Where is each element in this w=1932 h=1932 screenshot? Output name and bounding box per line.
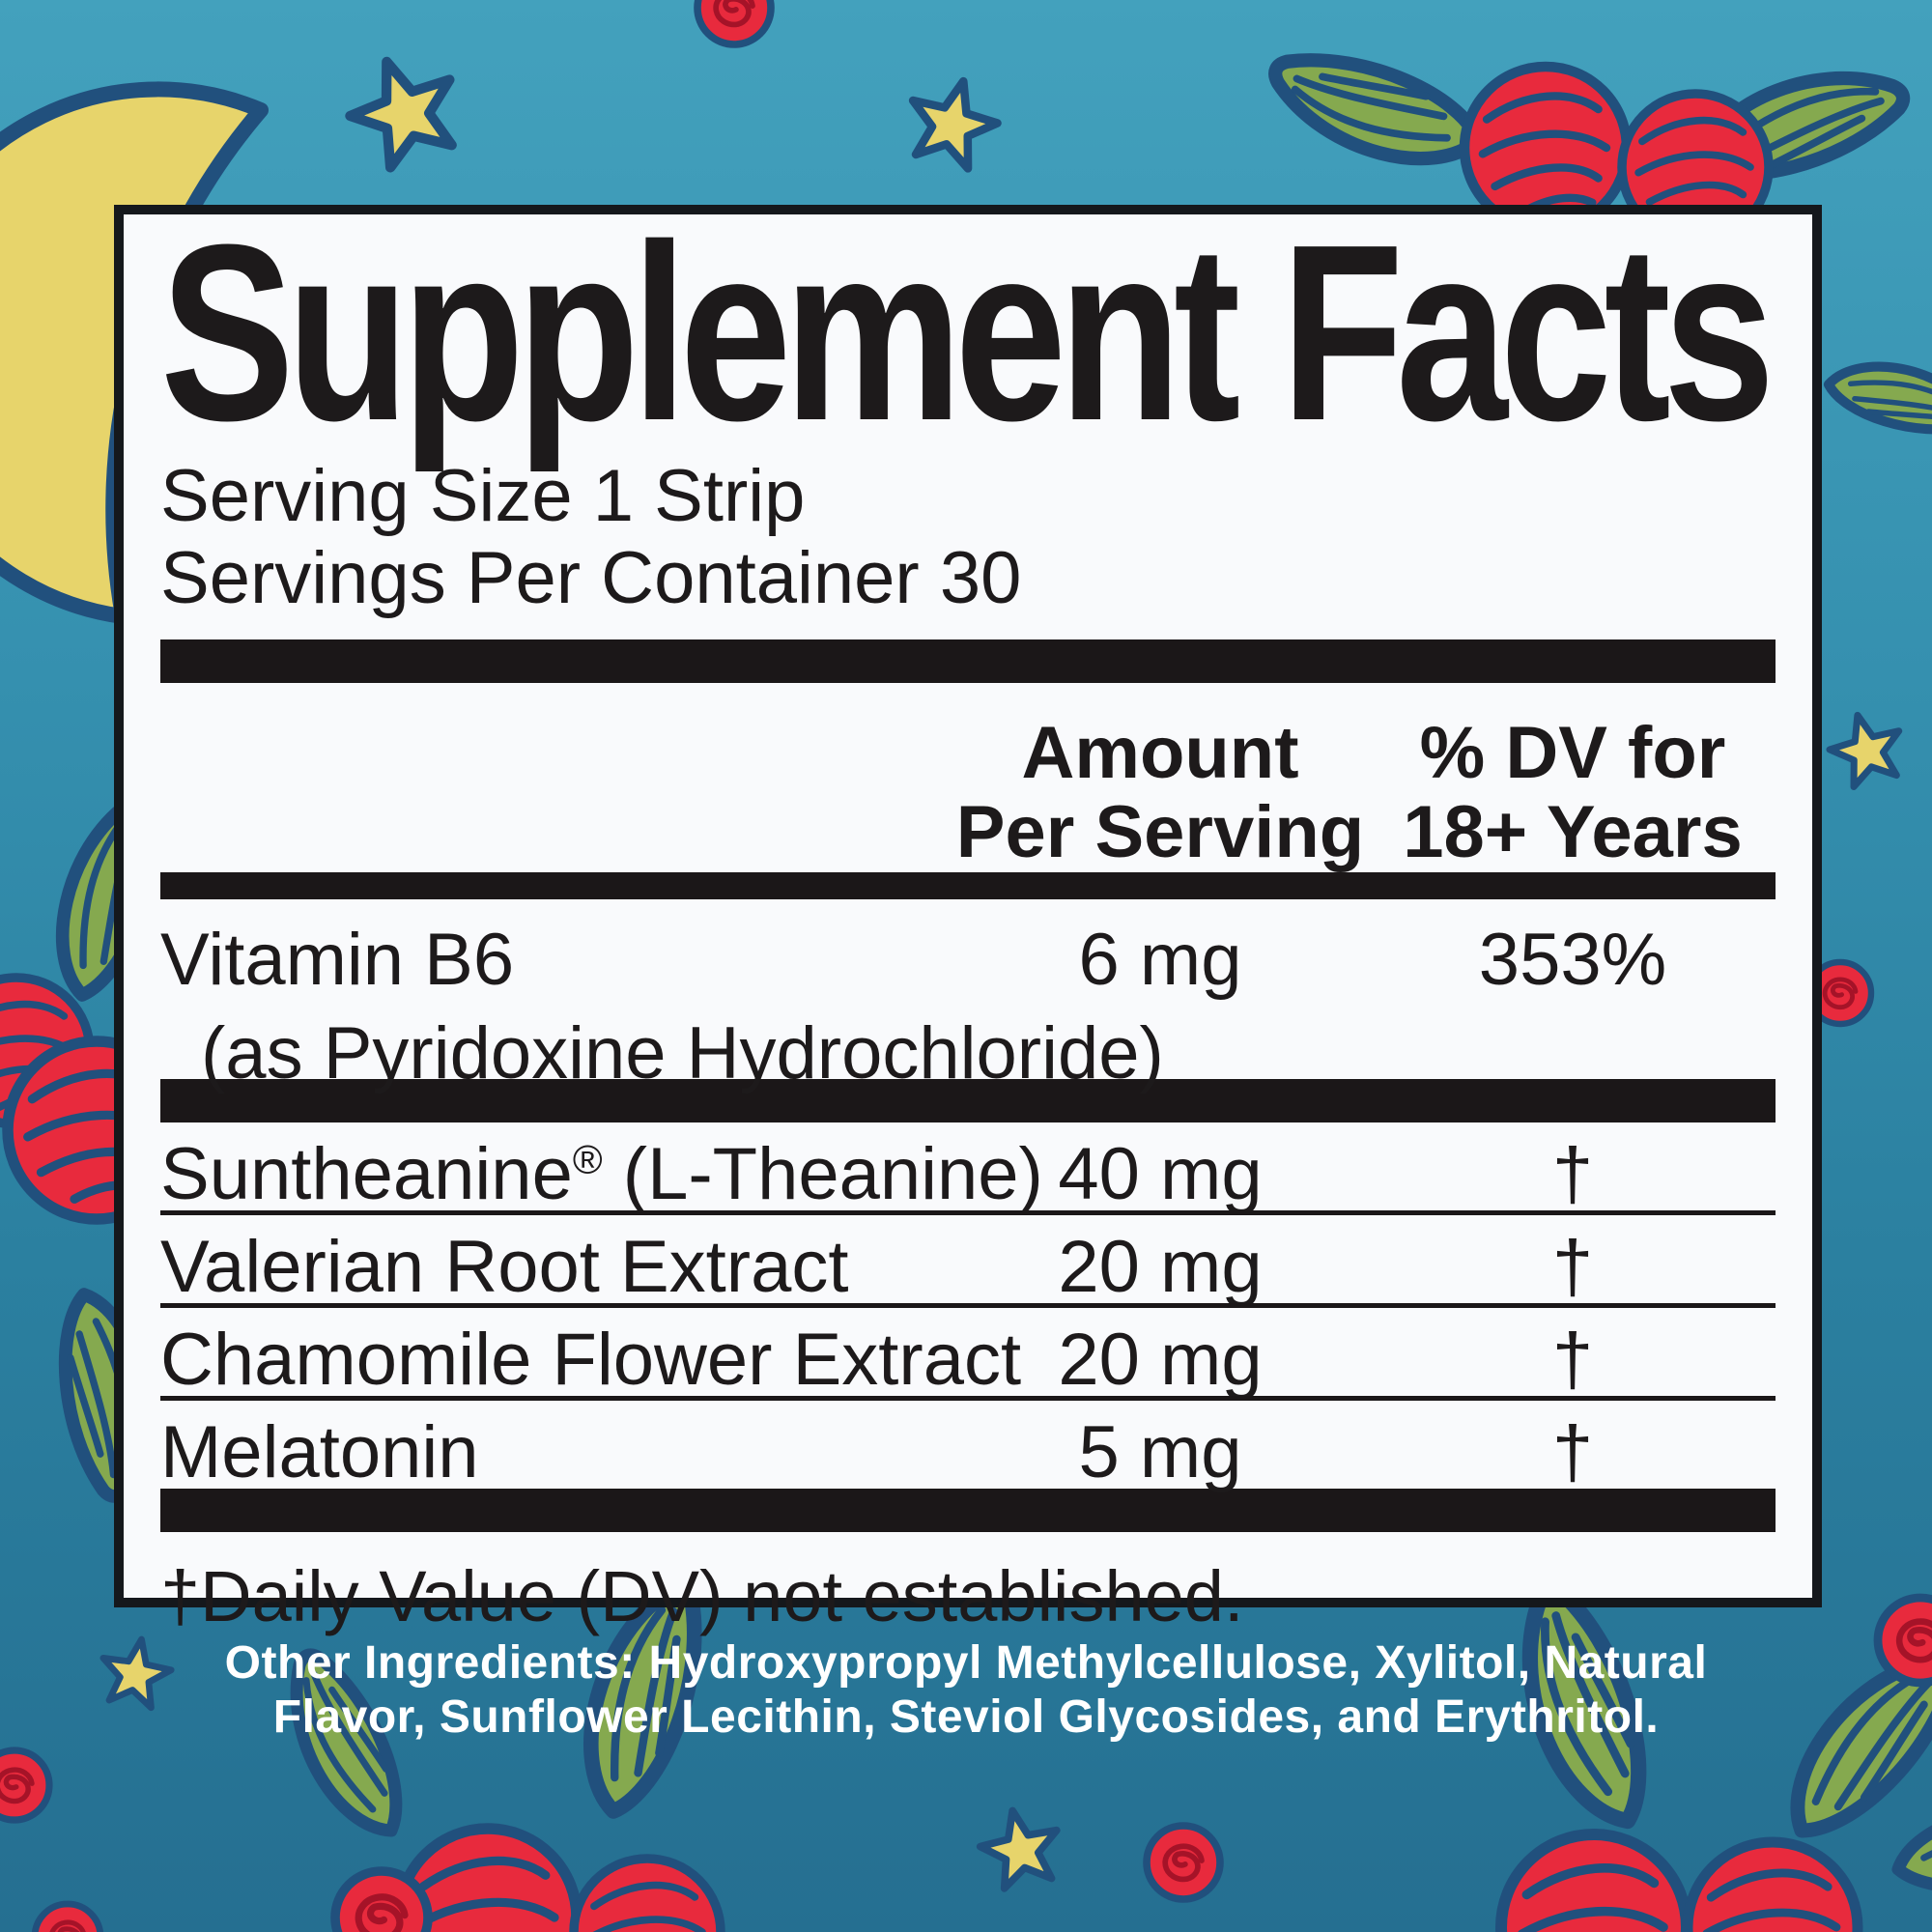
ingredient-amount: 6 mg [1078, 919, 1242, 1002]
star-icon [337, 43, 470, 174]
other-ingredients-line2: Flavor, Sunflower Lecithin, Steviol Glyc… [272, 1691, 1660, 1743]
serving-info: Serving Size 1 Strip Servings Per Contai… [160, 455, 1776, 619]
dv-footnote: †Daily Value (DV) not established. [160, 1556, 1244, 1637]
ingredient-amount: 20 mg [1058, 1226, 1263, 1309]
ingredient-name: Suntheanine® (L-Theanine) [160, 1133, 1043, 1216]
ingredient-amount: 20 mg [1058, 1319, 1263, 1402]
divider-bar [160, 872, 1776, 900]
table-row: Suntheanine® (L-Theanine) 40 mg † [160, 1122, 1776, 1215]
rose-icon [1147, 1826, 1220, 1899]
ingredient-amount: 40 mg [1058, 1133, 1263, 1216]
column-header-amount: Amount Per Serving [955, 712, 1365, 874]
ingredient-amount: 5 mg [1078, 1411, 1242, 1494]
other-ingredients: Other Ingredients: Hydroxypropyl Methylc… [97, 1636, 1835, 1745]
ingredient-dv: † [1551, 1411, 1594, 1494]
star-icon [899, 70, 1006, 172]
ingredient-dv: † [1551, 1226, 1594, 1309]
divider-bar [160, 1079, 1776, 1123]
ingredient-dv: 353% [1478, 919, 1667, 1002]
star-icon [975, 1803, 1066, 1891]
registered-mark: ® [572, 1136, 603, 1182]
rose-icon [35, 1904, 100, 1932]
ingredient-name: Chamomile Flower Extract [160, 1319, 1022, 1402]
panel-title: Supplement Facts [160, 193, 1775, 473]
ingredient-name: Valerian Root Extract [160, 1226, 849, 1309]
leaf-icon [1823, 353, 1932, 443]
star-icon [1823, 706, 1910, 790]
table-header-row: Amount Per Serving % DV for 18+ Years [160, 683, 1776, 872]
ingredient-rows: Suntheanine® (L-Theanine) 40 mg † Valeri… [160, 1122, 1776, 1493]
table-row: Valerian Root Extract 20 mg † [160, 1210, 1776, 1308]
serving-size: Serving Size 1 Strip [160, 454, 806, 537]
servings-per-container: Servings Per Container 30 [160, 536, 1022, 619]
ingredient-dv: † [1551, 1133, 1594, 1216]
rose-icon [1878, 1598, 1932, 1683]
column-header-dv: % DV for 18+ Years [1403, 712, 1743, 874]
ingredient-name-detail: (as Pyridoxine Hydrochloride) [201, 1012, 1164, 1095]
ingredient-name: Vitamin B6 [160, 919, 515, 1002]
ingredient-name: Melatonin [160, 1411, 479, 1494]
table-row: Melatonin 5 mg † [160, 1396, 1776, 1493]
table-row-vitamin-b6: Vitamin B6 (as Pyridoxine Hydrochloride)… [160, 913, 1776, 1094]
rose-icon [0, 1750, 49, 1820]
ingredient-dv: † [1551, 1319, 1594, 1402]
rose-icon [697, 0, 771, 44]
divider-bar [160, 1489, 1776, 1533]
other-ingredients-line1: Other Ingredients: Hydroxypropyl Methylc… [224, 1637, 1708, 1689]
divider-bar [160, 639, 1776, 684]
table-row: Chamomile Flower Extract 20 mg † [160, 1303, 1776, 1401]
supplement-facts-panel: Supplement Facts Serving Size 1 Strip Se… [114, 193, 1822, 1636]
